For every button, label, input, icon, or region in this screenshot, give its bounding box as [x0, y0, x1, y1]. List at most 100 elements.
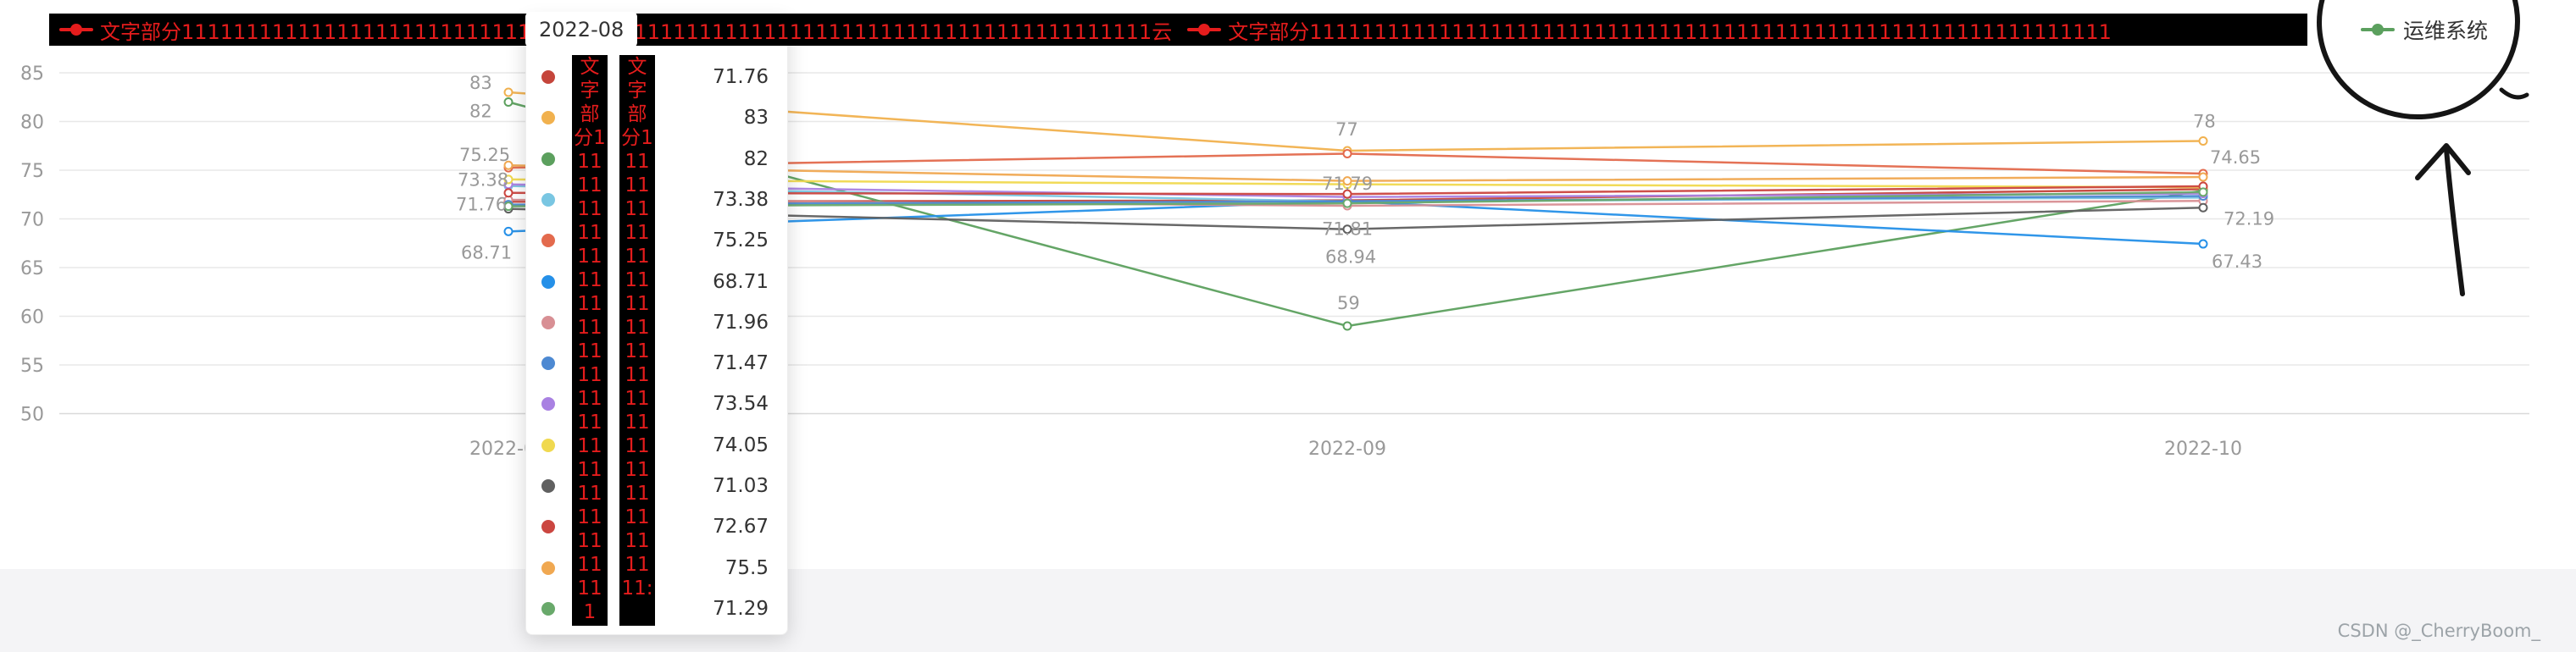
point-value-label: 82 — [469, 102, 492, 122]
tooltip-row: 75.25 — [535, 220, 779, 261]
gridlines: 85 80 75 70 65 60 55 50 — [20, 64, 2529, 426]
tooltip-row: 75.5 — [535, 547, 779, 588]
point-value-label: 71.76 — [456, 194, 507, 214]
series-value: 71.76 — [713, 66, 769, 89]
data-point — [1342, 321, 1352, 331]
data-point — [503, 226, 514, 236]
point-value-label: 71.79 — [1322, 174, 1373, 194]
y-axis-tick-label: 60 — [20, 307, 44, 329]
legend-item-label: 运维系统 — [2403, 19, 2489, 43]
tooltip-row: 71.29 — [535, 588, 779, 629]
series-value: 73.54 — [713, 393, 769, 416]
series-value: 68.71 — [713, 270, 769, 293]
series-line[interactable] — [503, 187, 2208, 212]
data-point — [503, 188, 514, 198]
chart-tooltip: 71.76 83 82 73.38 75.25 68.71 71.96 71.47 73.54 7… — [525, 17, 788, 635]
data-point — [2198, 239, 2208, 249]
point-value-label: 78 — [2193, 112, 2216, 132]
data-point — [503, 174, 514, 185]
series-value: 71.29 — [713, 597, 769, 620]
series-marker-dot-icon — [541, 192, 555, 207]
tooltip-row: 74.05 — [535, 425, 779, 466]
series-marker-dot-icon — [541, 111, 555, 125]
series-value: 83 — [743, 107, 769, 130]
tooltip-row: 71.76 — [535, 57, 779, 97]
x-axis-tick-label: 2022-09 — [1308, 439, 1386, 460]
series-value: 82 — [743, 147, 769, 170]
y-axis-tick-label: 75 — [20, 161, 44, 182]
data-point — [2198, 136, 2208, 146]
point-value-label: 73.38 — [458, 170, 508, 191]
data-point — [503, 202, 514, 212]
y-axis-tick-label: 70 — [20, 210, 44, 231]
series-marker-dot-icon — [541, 561, 555, 575]
legend-item-label: 文字部分111111111111111111111111111111111111… — [1228, 19, 2112, 44]
series-marker-dot-icon — [541, 438, 555, 452]
data-point — [503, 97, 514, 107]
series-marker-dot-icon — [541, 397, 555, 412]
series-marker-dot-icon — [541, 315, 555, 329]
point-value-label: 72.19 — [2223, 208, 2274, 229]
tooltip-row: 73.54 — [535, 384, 779, 424]
tooltip-series-name-column-2: 文字部分111111111111111111111111111111111111… — [619, 55, 655, 626]
point-value-label: 67.43 — [2212, 251, 2262, 272]
y-axis-tick-label: 80 — [20, 113, 44, 134]
data-point — [1342, 198, 1352, 208]
series-value: 73.38 — [713, 188, 769, 211]
series-value: 71.47 — [713, 352, 769, 375]
point-value-label: 77 — [1335, 119, 1358, 140]
tooltip-row: 83 — [535, 97, 779, 138]
series-value: 72.67 — [713, 516, 769, 539]
point-value-labels: 83 82 75.25 73.38 71.76 68.71 77 71.79 71.81 68.9… — [456, 73, 2274, 313]
tooltip-row: 68.71 — [535, 261, 779, 301]
data-point — [1342, 224, 1352, 235]
series-value: 75.25 — [713, 229, 769, 252]
legend-item-yunwei-xitong[interactable]: 运维系统 — [2361, 15, 2488, 44]
x-axis-tick-label: 2022-10 — [2164, 439, 2242, 460]
point-value-label: 68.71 — [461, 242, 512, 262]
data-point — [2198, 202, 2208, 213]
series-marker-dot-icon — [541, 152, 555, 166]
series-marker-dot-icon — [541, 601, 555, 616]
y-axis-tick-label: 50 — [20, 405, 44, 426]
point-value-label: 68.94 — [1325, 247, 1376, 268]
series-line[interactable] — [503, 160, 2208, 186]
tooltip-row: 82 — [535, 139, 779, 180]
legend-line-marker-icon — [59, 24, 93, 36]
legend-line-marker-icon — [2361, 24, 2395, 36]
data-point — [1342, 176, 1352, 186]
tooltip-row: 71.96 — [535, 302, 779, 343]
tooltip-header: 2022-08 — [525, 12, 638, 47]
data-point — [1342, 189, 1352, 199]
tooltip-row: 71.03 — [535, 466, 779, 506]
series-value: 75.5 — [724, 556, 769, 579]
point-value-label: 74.65 — [2210, 147, 2261, 168]
legend-line-marker-icon — [1187, 24, 1222, 36]
series-value: 71.03 — [713, 474, 769, 497]
y-axis-tick-label: 55 — [20, 356, 44, 377]
series-marker-dot-icon — [541, 356, 555, 371]
data-point — [1342, 148, 1352, 158]
data-point — [503, 160, 514, 170]
footer-band — [0, 569, 2576, 652]
series-marker-dot-icon — [541, 234, 555, 248]
point-value-label: 75.25 — [459, 145, 510, 165]
series-marker-dot-icon — [541, 478, 555, 493]
y-axis-tick-label: 65 — [20, 258, 44, 279]
y-axis-tick-label: 85 — [20, 64, 44, 85]
tooltip-series-name-column-1: 文字部分111111111111111111111111111111111111… — [572, 55, 608, 626]
point-value-label: 71.81 — [1322, 219, 1373, 240]
tooltip-row: 71.47 — [535, 343, 779, 384]
tooltip-rows: 71.76 83 82 73.38 75.25 68.71 71.96 71.47 73.54 7… — [535, 57, 779, 629]
legend-bar: 文字部分111111111111111111111111111111111111… — [49, 14, 2307, 46]
tooltip-row: 73.38 — [535, 180, 779, 220]
point-value-label: 59 — [1337, 293, 1360, 313]
series-marker-dot-icon — [541, 70, 555, 85]
data-point — [2198, 172, 2208, 182]
legend-item[interactable]: 文字部分111111111111111111111111111111111111… — [1187, 15, 2112, 45]
data-point — [2198, 187, 2208, 197]
data-point — [503, 87, 514, 97]
watermark: CSDN @_CherryBoom_ — [2337, 621, 2540, 641]
